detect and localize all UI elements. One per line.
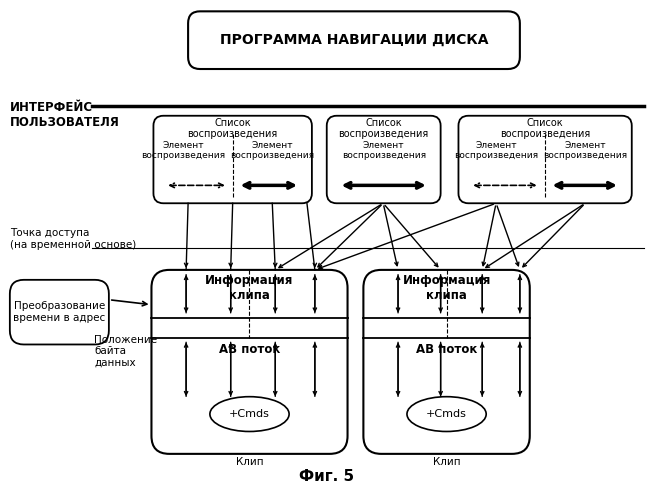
FancyBboxPatch shape	[326, 116, 441, 204]
Text: Элемент
воспроизведения: Элемент воспроизведения	[543, 140, 628, 160]
Text: Элемент
воспроизведения: Элемент воспроизведения	[454, 140, 538, 160]
FancyBboxPatch shape	[188, 12, 520, 69]
Text: ПРОГРАММА НАВИГАЦИИ ДИСКА: ПРОГРАММА НАВИГАЦИИ ДИСКА	[220, 33, 488, 47]
Text: Информация
клипа: Информация клипа	[402, 274, 491, 302]
Text: Список
воспроизведения: Список воспроизведения	[188, 118, 278, 140]
FancyBboxPatch shape	[10, 280, 109, 344]
FancyBboxPatch shape	[458, 116, 631, 204]
Text: Точка доступа
(на временной основе): Точка доступа (на временной основе)	[10, 228, 136, 250]
Text: Преобразование
времени в адрес: Преобразование времени в адрес	[13, 302, 106, 323]
Text: Список
воспроизведения: Список воспроизведения	[339, 118, 429, 140]
Text: АВ поток: АВ поток	[416, 344, 477, 356]
FancyBboxPatch shape	[151, 270, 348, 454]
Text: +Cmds: +Cmds	[426, 409, 467, 419]
Text: АВ поток: АВ поток	[219, 344, 280, 356]
Text: Положение
байта
данных: Положение байта данных	[94, 334, 157, 368]
FancyBboxPatch shape	[363, 270, 530, 454]
Text: +Cmds: +Cmds	[229, 409, 270, 419]
Text: Элемент
воспроизведения: Элемент воспроизведения	[230, 140, 314, 160]
Text: Список
воспроизведения: Список воспроизведения	[500, 118, 590, 140]
Text: Информация
клипа: Информация клипа	[205, 274, 294, 302]
FancyBboxPatch shape	[153, 116, 312, 204]
Text: Фиг. 5: Фиг. 5	[299, 468, 354, 483]
Ellipse shape	[210, 396, 289, 432]
Ellipse shape	[407, 396, 486, 432]
Text: Клип: Клип	[433, 457, 460, 467]
Text: Клип: Клип	[236, 457, 263, 467]
Text: Элемент
воспроизведения: Элемент воспроизведения	[141, 140, 225, 160]
Text: ИНТЕРФЕЙС
ПОЛЬЗОВАТЕЛЯ: ИНТЕРФЕЙС ПОЛЬЗОВАТЕЛЯ	[10, 101, 119, 129]
Text: Элемент
воспроизведения: Элемент воспроизведения	[341, 140, 426, 160]
